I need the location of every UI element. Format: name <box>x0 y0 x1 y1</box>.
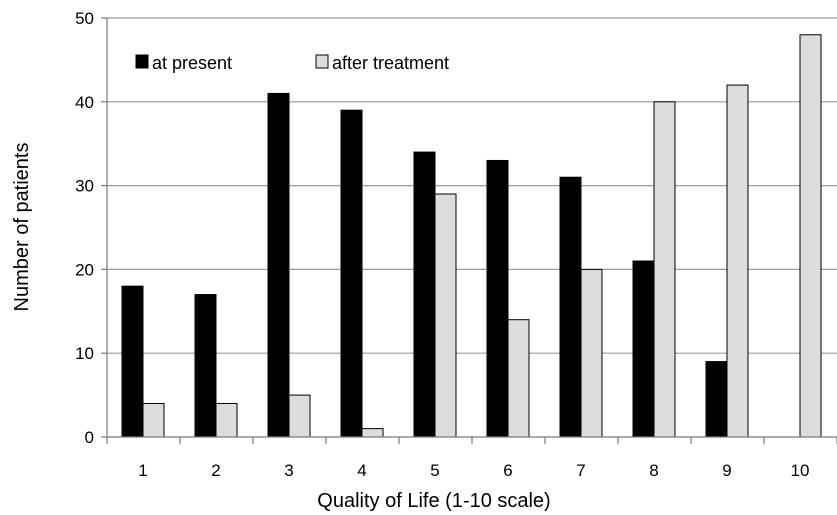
legend: at present after treatment <box>135 53 449 73</box>
x-tick-label: 8 <box>649 461 658 480</box>
bar-at-present-5 <box>413 151 436 438</box>
x-axis-label: Quality of Life (1-10 scale) <box>317 490 550 512</box>
bar-at-present-1 <box>121 285 144 438</box>
x-tick-label: 3 <box>284 461 293 480</box>
x-tick-label: 4 <box>357 461 366 480</box>
bar-after-treatment-8 <box>653 101 676 438</box>
bar-after-treatment-6 <box>507 319 530 438</box>
bar-after-treatment-1 <box>142 402 165 438</box>
y-tick-label: 10 <box>75 344 94 363</box>
bar-at-present-6 <box>486 159 509 438</box>
bar-after-treatment-2 <box>215 402 238 438</box>
x-tick-label: 7 <box>576 461 585 480</box>
y-tick-labels: 0 10 20 30 40 50 <box>75 9 94 447</box>
legend-label: at present <box>152 53 232 73</box>
x-tick-label: 10 <box>791 461 810 480</box>
y-tick-label: 40 <box>75 93 94 112</box>
bar-after-treatment-10 <box>799 34 822 438</box>
bar-at-present-7 <box>559 176 582 438</box>
gridlines <box>101 17 837 438</box>
y-tick-label: 30 <box>75 177 94 196</box>
x-tick-labels: 1 2 3 4 5 6 7 8 9 10 <box>138 461 809 480</box>
x-tick-label: 2 <box>211 461 220 480</box>
bar-at-present-8 <box>632 260 655 438</box>
bar-after-treatment-5 <box>434 193 457 438</box>
y-tick-label: 0 <box>85 428 94 447</box>
legend-swatch <box>315 54 329 69</box>
legend-label: after treatment <box>332 53 449 73</box>
bar-after-treatment-3 <box>288 394 311 438</box>
y-tick-label: 20 <box>75 260 94 279</box>
x-tick-label: 9 <box>722 461 731 480</box>
legend-swatch <box>135 54 149 69</box>
x-tick-label: 6 <box>503 461 512 480</box>
x-tick-label: 1 <box>138 461 147 480</box>
x-tick-label: 5 <box>430 461 439 480</box>
bar-after-treatment-4 <box>361 428 384 438</box>
y-axis-label: Number of patients <box>11 143 33 312</box>
axes <box>106 18 837 444</box>
bar-at-present-9 <box>705 361 728 438</box>
bar-after-treatment-7 <box>580 268 603 438</box>
bars <box>121 34 822 438</box>
bar-after-treatment-9 <box>726 84 749 438</box>
bar-at-present-2 <box>194 294 217 438</box>
bar-at-present-3 <box>267 92 290 438</box>
bar-at-present-4 <box>340 109 363 438</box>
y-tick-label: 50 <box>75 9 94 28</box>
